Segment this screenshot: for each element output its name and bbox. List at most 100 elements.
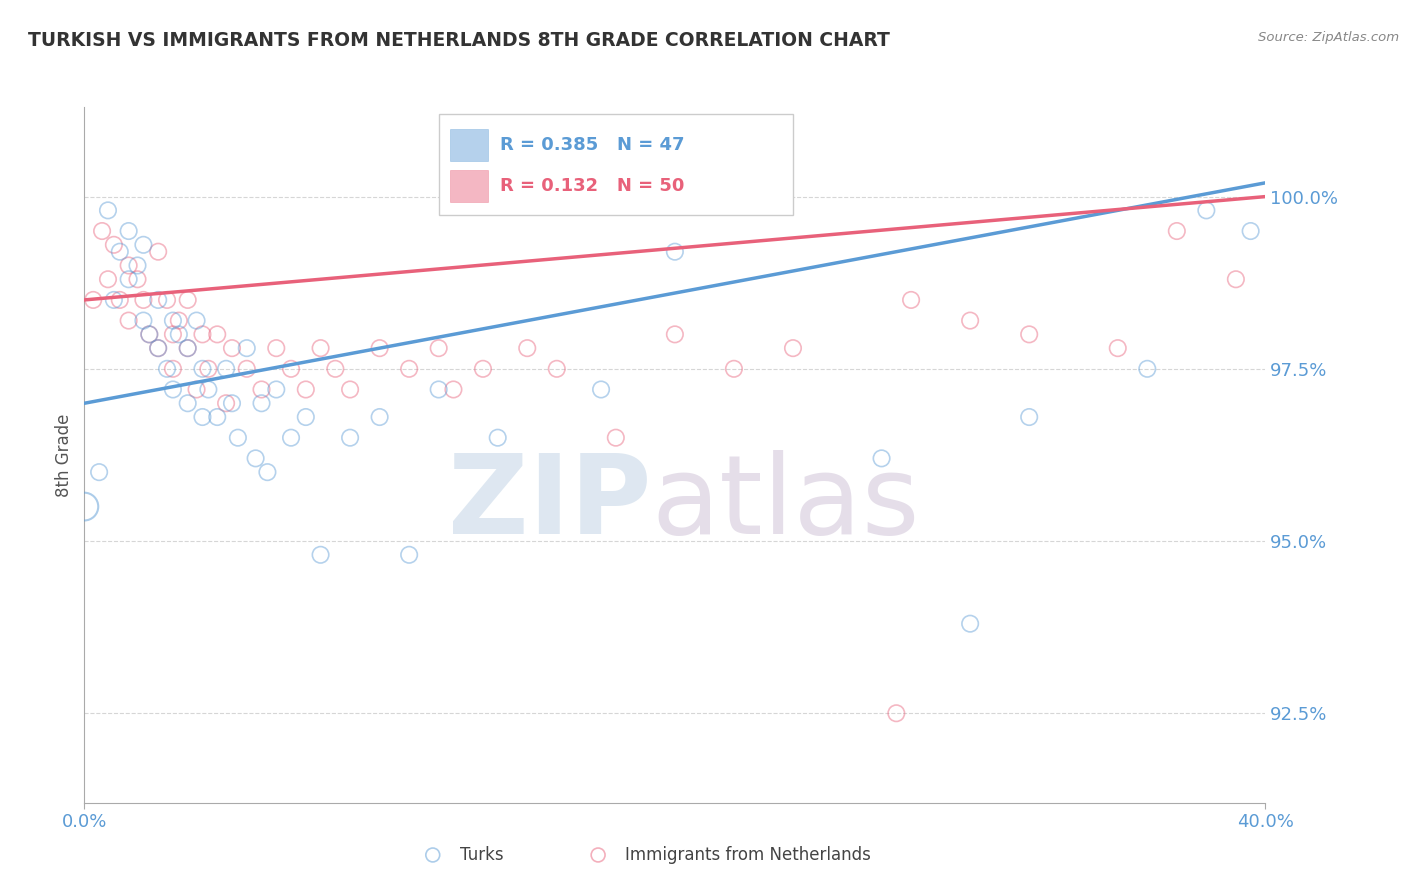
Text: ZIP: ZIP	[449, 450, 651, 558]
Point	[221, 396, 243, 410]
Point	[138, 327, 160, 342]
Point	[1136, 361, 1159, 376]
Point	[591, 383, 613, 397]
Point	[177, 341, 200, 355]
Point	[132, 313, 155, 327]
Point	[256, 465, 278, 479]
Point	[132, 237, 155, 252]
Point	[264, 383, 288, 397]
Point	[127, 272, 149, 286]
Point	[108, 244, 131, 259]
Point	[91, 224, 114, 238]
Point	[664, 327, 686, 342]
Point	[103, 293, 125, 307]
Text: R = 0.385   N = 47: R = 0.385 N = 47	[501, 136, 685, 153]
Point	[1240, 224, 1263, 238]
Point	[162, 361, 184, 376]
Point	[118, 224, 141, 238]
Point	[723, 361, 745, 376]
Point	[148, 244, 170, 259]
Point	[339, 383, 361, 397]
Point	[235, 341, 259, 355]
Point	[398, 361, 420, 376]
Point	[82, 293, 104, 307]
Point	[108, 293, 131, 307]
Text: R = 0.132   N = 50: R = 0.132 N = 50	[501, 178, 685, 195]
Point	[162, 383, 184, 397]
Point	[1195, 203, 1218, 218]
Point	[148, 341, 170, 355]
Point	[250, 396, 273, 410]
Point	[605, 431, 627, 445]
Point	[1225, 272, 1247, 286]
Point	[138, 327, 160, 342]
Point	[156, 361, 179, 376]
Point	[191, 327, 214, 342]
Point	[191, 410, 214, 425]
Point	[1107, 341, 1129, 355]
Point	[323, 361, 347, 376]
Point	[309, 341, 332, 355]
Point	[546, 361, 568, 376]
Point	[205, 327, 228, 342]
Point	[148, 341, 170, 355]
Point	[472, 361, 495, 376]
Point	[167, 327, 190, 342]
Point	[339, 431, 361, 445]
FancyBboxPatch shape	[450, 128, 488, 161]
Point	[264, 341, 288, 355]
Point	[782, 341, 804, 355]
Point	[368, 341, 391, 355]
FancyBboxPatch shape	[450, 170, 488, 202]
Point	[295, 383, 318, 397]
Text: atlas: atlas	[651, 450, 920, 558]
Point	[148, 293, 170, 307]
Point	[959, 616, 981, 631]
Point	[280, 431, 302, 445]
Y-axis label: 8th Grade: 8th Grade	[55, 413, 73, 497]
Point	[186, 383, 208, 397]
Point	[191, 361, 214, 376]
Point	[427, 341, 450, 355]
Point	[97, 203, 120, 218]
Point	[73, 500, 96, 514]
Text: TURKISH VS IMMIGRANTS FROM NETHERLANDS 8TH GRADE CORRELATION CHART: TURKISH VS IMMIGRANTS FROM NETHERLANDS 8…	[28, 31, 890, 50]
Point	[441, 383, 464, 397]
Point	[118, 313, 141, 327]
Point	[295, 410, 318, 425]
Point	[118, 259, 141, 273]
Point	[309, 548, 332, 562]
Point	[516, 341, 538, 355]
Point	[1166, 224, 1188, 238]
Point	[486, 431, 509, 445]
Point	[177, 293, 200, 307]
Point	[186, 313, 208, 327]
Point	[177, 341, 200, 355]
Point	[245, 451, 267, 466]
Point	[197, 383, 219, 397]
Point	[177, 396, 200, 410]
Point	[226, 431, 249, 445]
Point	[162, 313, 184, 327]
Point	[235, 361, 259, 376]
Text: Turks: Turks	[460, 846, 503, 864]
Point	[167, 313, 190, 327]
Point	[87, 465, 111, 479]
Point	[205, 410, 228, 425]
Point	[427, 383, 450, 397]
Point	[368, 410, 391, 425]
Point	[398, 548, 420, 562]
Point	[127, 259, 149, 273]
FancyBboxPatch shape	[439, 114, 793, 215]
Point	[132, 293, 155, 307]
Point	[959, 313, 981, 327]
Point	[280, 361, 302, 376]
Point	[215, 396, 238, 410]
Point	[97, 272, 120, 286]
Point	[900, 293, 922, 307]
Point	[870, 451, 893, 466]
Point	[886, 706, 908, 721]
Point	[250, 383, 273, 397]
Point	[156, 293, 179, 307]
Point	[221, 341, 243, 355]
